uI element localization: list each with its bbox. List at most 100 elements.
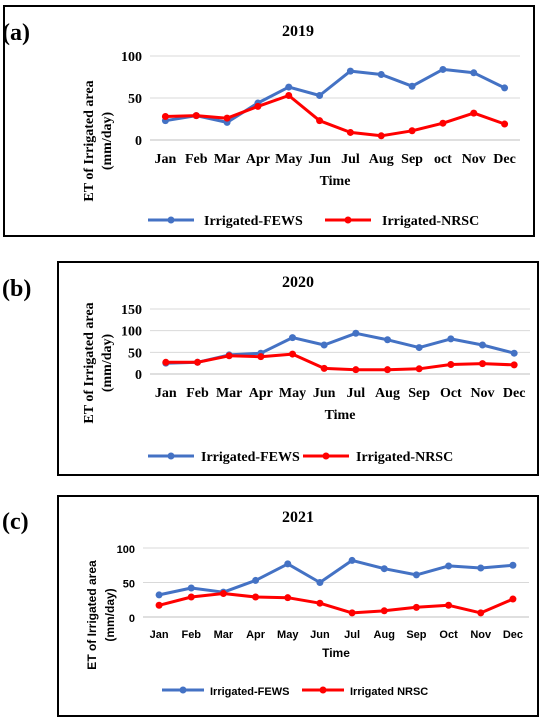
x-tick-label: Jan xyxy=(155,152,177,167)
y-axis-title-line: (mm/day) xyxy=(100,334,115,393)
y-axis-title: ET of Irrigated area (mm/day) xyxy=(82,302,115,423)
series-1-point xyxy=(352,329,360,337)
series-2-point xyxy=(348,609,356,617)
series-2-point xyxy=(352,366,360,374)
x-tick-label: Sep xyxy=(406,629,426,641)
legend-swatch-marker xyxy=(322,452,330,460)
x-tick-label: Mar xyxy=(214,629,234,641)
x-tick-label: Feb xyxy=(186,386,209,401)
series-2-point xyxy=(194,358,201,366)
panel-frame xyxy=(57,261,539,476)
series-1-point xyxy=(377,70,385,78)
x-axis-title: Time xyxy=(320,174,351,189)
chart-title: 2020 xyxy=(282,274,314,291)
y-tick-label: 0 xyxy=(135,134,142,149)
x-tick-label: Jan xyxy=(155,386,177,401)
chart-title: 2021 xyxy=(282,509,314,526)
panel-frame xyxy=(3,5,535,237)
series-1-point xyxy=(252,576,260,584)
x-tick-label: Dec xyxy=(493,152,516,167)
x-tick-label: Jul xyxy=(344,629,360,641)
x-tick-label: Aug xyxy=(374,629,395,641)
series-2-point xyxy=(439,119,447,127)
series-2-point xyxy=(384,366,391,374)
series-1-point xyxy=(316,579,324,586)
chart-title: 2019 xyxy=(282,23,314,40)
series-1-point xyxy=(316,91,324,99)
series-2-point xyxy=(380,607,388,615)
x-tick-label: May xyxy=(275,152,302,167)
series-line-1 xyxy=(163,67,507,124)
series-2-point xyxy=(408,127,416,135)
series-2-point xyxy=(285,91,293,99)
series-2-point xyxy=(192,112,200,120)
y-tick-label: 100 xyxy=(121,50,142,65)
x-tick-label: Jul xyxy=(341,152,360,167)
series-1-point xyxy=(510,349,518,357)
series-line-2 xyxy=(164,352,516,372)
y-axis-title-line: ET of Irrigated area xyxy=(82,302,97,423)
x-tick-label: Aug xyxy=(375,386,400,401)
series-1-point xyxy=(284,560,292,568)
series-2-point xyxy=(412,603,420,611)
legend-label: Irrigated-FEWS xyxy=(210,686,289,698)
series-line-2 xyxy=(163,94,507,138)
x-tick-label: May xyxy=(279,386,306,401)
y-tick-label: 0 xyxy=(135,368,142,383)
series-2-point xyxy=(501,120,509,128)
x-axis-title: Time xyxy=(322,646,350,660)
series-1-point xyxy=(320,341,328,349)
series-1-point xyxy=(285,83,293,91)
series-1-point xyxy=(380,565,388,573)
x-tick-label: Jun xyxy=(308,152,331,167)
x-tick-label: Nov xyxy=(470,629,492,641)
series-1-point xyxy=(408,82,416,90)
legend-label: Irrigated-NRSC xyxy=(356,450,453,465)
legend-swatch-marker xyxy=(167,216,175,224)
series-1-point xyxy=(415,344,423,352)
x-tick-label: Jul xyxy=(346,386,365,401)
x-tick-label: Sep xyxy=(401,152,423,167)
series-2-point xyxy=(252,593,260,601)
x-tick-label: Aug xyxy=(369,152,394,167)
series-2-point xyxy=(477,609,485,617)
panel-label: (c) xyxy=(2,509,29,535)
chart-panel-2: (b) 2020 0 50 100 150 Jan Feb Mar Apr May Jun Jul Aug… xyxy=(2,261,539,476)
series-2-point xyxy=(316,599,324,607)
x-tick-label: Jun xyxy=(313,386,336,401)
series-2-point xyxy=(479,360,486,368)
series-2-point xyxy=(415,365,423,373)
x-tick-label: May xyxy=(277,629,299,641)
series-1-point xyxy=(187,584,195,592)
legend-label: Irrigated-NRSC xyxy=(382,214,479,229)
x-tick-label: Oct xyxy=(439,629,458,641)
legend-label: Irrigated-FEWS xyxy=(201,450,300,465)
y-tick-label: 50 xyxy=(128,92,142,107)
series-2-point xyxy=(377,132,385,140)
x-tick-label: Sep xyxy=(408,386,430,401)
series-2-point xyxy=(447,360,455,368)
series-1-point xyxy=(155,591,163,599)
y-axis-title: ET of Irrigated area (mm/day) xyxy=(82,80,115,201)
legend-label: Irrigated-FEWS xyxy=(204,214,303,229)
x-tick-label: Apr xyxy=(249,386,273,401)
x-tick-label: Nov xyxy=(462,152,486,167)
legend-label: Irrigated NRSC xyxy=(350,686,428,698)
x-tick-label: Apr xyxy=(246,152,270,167)
x-tick-label: Feb xyxy=(181,629,201,641)
x-tick-label: Dec xyxy=(503,386,526,401)
x-axis-title: Time xyxy=(325,408,356,423)
series-2-point xyxy=(257,353,265,361)
y-axis-title-line: (mm/day) xyxy=(100,112,115,171)
series-2-point xyxy=(225,352,233,360)
y-axis-title-line: (mm/day) xyxy=(103,588,117,641)
x-tick-label: oct xyxy=(434,152,452,167)
series-2-point xyxy=(155,601,163,609)
x-tick-label: Jun xyxy=(310,629,330,641)
series-line-1 xyxy=(157,558,515,597)
x-tick-label: Apr xyxy=(246,629,266,641)
legend-swatch-marker xyxy=(179,686,187,694)
series-2-point xyxy=(187,593,195,601)
x-tick-label: Feb xyxy=(185,152,208,167)
